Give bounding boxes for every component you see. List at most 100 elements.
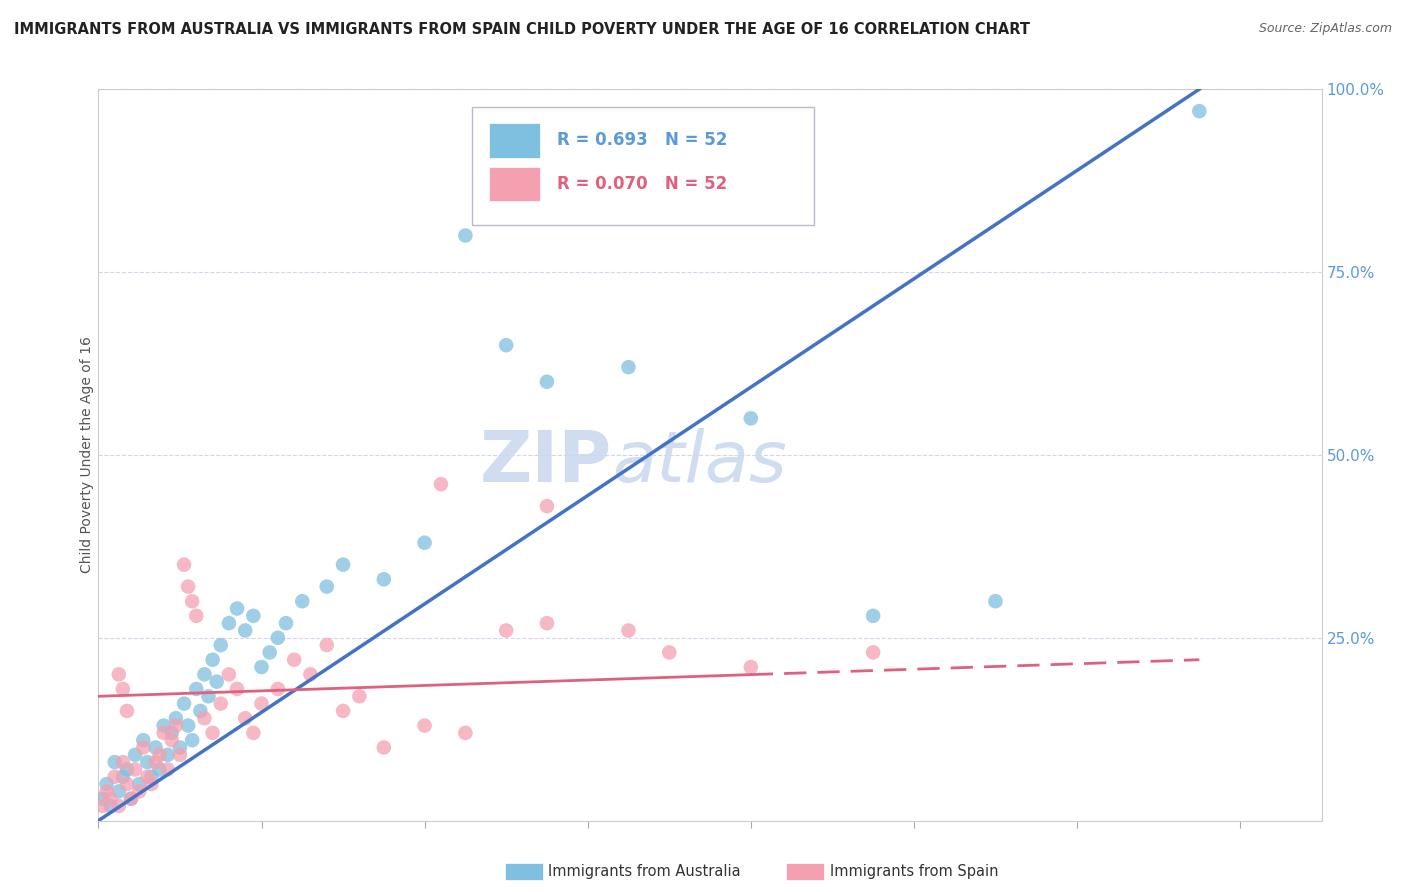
Point bbox=[132, 733, 155, 747]
Point bbox=[104, 755, 127, 769]
Point bbox=[197, 690, 219, 704]
Point bbox=[209, 697, 232, 711]
Point bbox=[104, 770, 127, 784]
Point bbox=[283, 653, 305, 667]
Point bbox=[136, 770, 159, 784]
Text: Immigrants from Spain: Immigrants from Spain bbox=[830, 864, 998, 879]
Point bbox=[299, 667, 322, 681]
Point bbox=[1188, 104, 1211, 119]
Point bbox=[120, 791, 142, 805]
Point bbox=[141, 777, 163, 791]
Point bbox=[658, 645, 681, 659]
Point bbox=[152, 726, 174, 740]
Point bbox=[100, 799, 122, 814]
Point bbox=[111, 770, 134, 784]
Point bbox=[454, 228, 477, 243]
Point bbox=[495, 624, 517, 638]
Point bbox=[205, 674, 228, 689]
Point bbox=[862, 645, 884, 659]
Point bbox=[108, 784, 131, 798]
Point bbox=[115, 777, 138, 791]
Point bbox=[233, 711, 256, 725]
Point bbox=[128, 784, 150, 798]
Point bbox=[536, 499, 558, 513]
Point bbox=[156, 763, 179, 777]
Point bbox=[177, 718, 200, 732]
Point bbox=[186, 681, 208, 696]
Point bbox=[862, 608, 884, 623]
Point bbox=[111, 755, 134, 769]
Point bbox=[218, 667, 240, 681]
Point bbox=[132, 740, 155, 755]
Point bbox=[617, 360, 640, 375]
Point bbox=[173, 697, 195, 711]
Point bbox=[145, 755, 167, 769]
Text: Immigrants from Australia: Immigrants from Australia bbox=[548, 864, 741, 879]
Point bbox=[96, 784, 118, 798]
FancyBboxPatch shape bbox=[489, 167, 540, 202]
Point bbox=[152, 718, 174, 732]
Point bbox=[181, 594, 204, 608]
Point bbox=[124, 747, 146, 762]
Text: ZIP: ZIP bbox=[479, 428, 612, 497]
Point bbox=[149, 747, 172, 762]
Point bbox=[250, 660, 273, 674]
Point bbox=[165, 711, 187, 725]
Point bbox=[495, 338, 517, 352]
Point bbox=[145, 740, 167, 755]
Point bbox=[242, 726, 264, 740]
Point bbox=[332, 704, 354, 718]
Point bbox=[274, 616, 297, 631]
Y-axis label: Child Poverty Under the Age of 16: Child Poverty Under the Age of 16 bbox=[80, 336, 94, 574]
Point bbox=[188, 704, 212, 718]
Point bbox=[177, 580, 200, 594]
Point bbox=[740, 660, 762, 674]
Point bbox=[165, 718, 187, 732]
Point bbox=[108, 799, 131, 814]
Point bbox=[413, 718, 436, 732]
Point bbox=[149, 763, 172, 777]
Point bbox=[332, 558, 354, 572]
Point bbox=[267, 681, 290, 696]
Point bbox=[536, 375, 558, 389]
Point bbox=[349, 690, 371, 704]
Point bbox=[373, 572, 395, 586]
Point bbox=[181, 733, 204, 747]
Point bbox=[169, 740, 191, 755]
Point bbox=[124, 763, 146, 777]
Point bbox=[226, 601, 249, 615]
Point bbox=[315, 580, 337, 594]
Point bbox=[201, 653, 224, 667]
Point bbox=[128, 777, 150, 791]
Point bbox=[193, 711, 215, 725]
Point bbox=[233, 624, 256, 638]
Text: R = 0.070   N = 52: R = 0.070 N = 52 bbox=[557, 176, 727, 194]
Point bbox=[291, 594, 314, 608]
Point bbox=[373, 740, 395, 755]
FancyBboxPatch shape bbox=[489, 123, 540, 158]
Point bbox=[173, 558, 195, 572]
Point bbox=[617, 624, 640, 638]
Point bbox=[984, 594, 1007, 608]
Point bbox=[454, 726, 477, 740]
Point bbox=[413, 535, 436, 549]
Point bbox=[115, 704, 138, 718]
Point bbox=[201, 726, 224, 740]
Point bbox=[96, 777, 118, 791]
Point bbox=[430, 477, 453, 491]
Point bbox=[169, 747, 191, 762]
Point bbox=[209, 638, 232, 652]
Point bbox=[740, 411, 762, 425]
Point bbox=[100, 791, 122, 805]
Point bbox=[267, 631, 290, 645]
FancyBboxPatch shape bbox=[471, 108, 814, 225]
Text: IMMIGRANTS FROM AUSTRALIA VS IMMIGRANTS FROM SPAIN CHILD POVERTY UNDER THE AGE O: IMMIGRANTS FROM AUSTRALIA VS IMMIGRANTS … bbox=[14, 22, 1031, 37]
Point bbox=[108, 667, 131, 681]
Point bbox=[226, 681, 249, 696]
Point bbox=[111, 681, 134, 696]
Point bbox=[242, 608, 264, 623]
Point bbox=[536, 616, 558, 631]
Point bbox=[136, 755, 159, 769]
Point bbox=[160, 733, 183, 747]
Point bbox=[91, 799, 114, 814]
